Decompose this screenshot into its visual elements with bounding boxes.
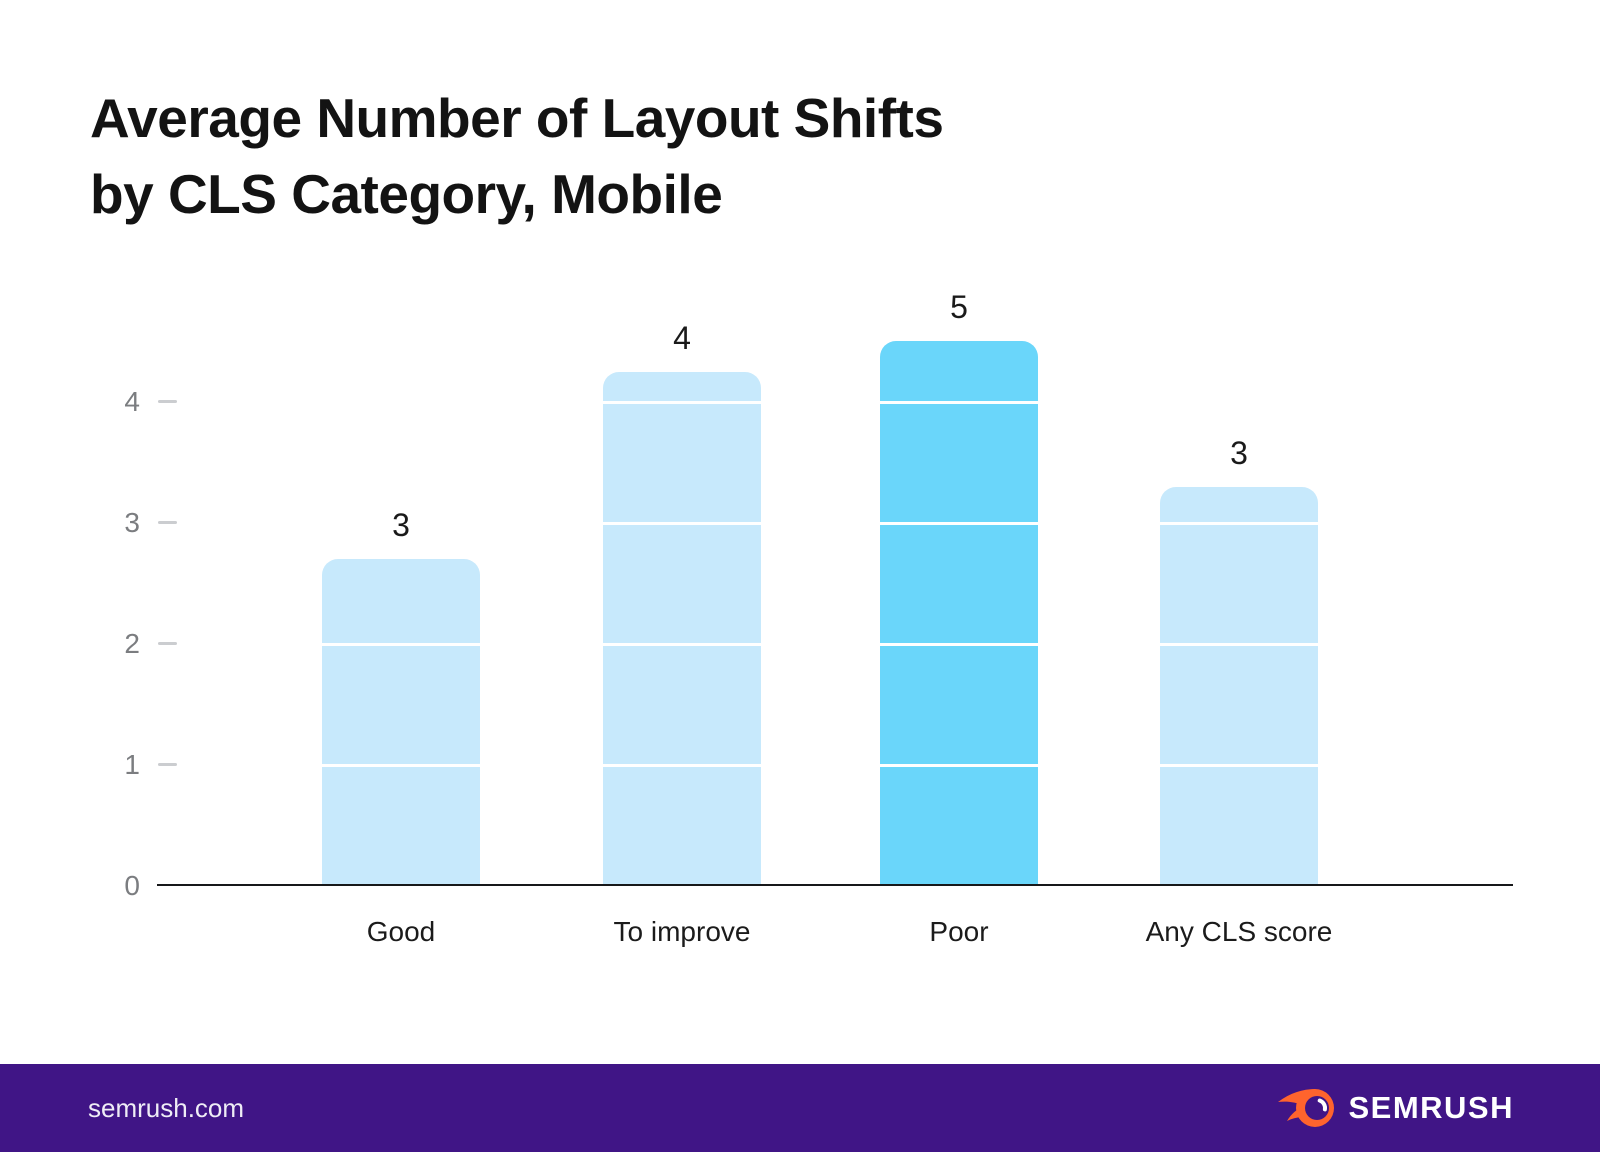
- chart-title: Average Number of Layout Shifts by CLS C…: [90, 80, 944, 232]
- bar-to-improve: [603, 372, 761, 886]
- x-axis-label: To improve: [613, 916, 751, 947]
- y-tick-dash: [158, 400, 177, 403]
- y-tick-label: 4: [124, 386, 140, 417]
- site-url: semrush.com: [88, 1092, 245, 1123]
- bar-value-label: 3: [392, 507, 410, 543]
- footer-bar: semrush.com SEMRUSH: [0, 1064, 1600, 1152]
- bar-gridline: [603, 764, 761, 767]
- bar-gridline: [1160, 643, 1318, 646]
- bar-gridline: [603, 643, 761, 646]
- y-tick-label: 3: [124, 507, 140, 538]
- semrush-logo-text: SEMRUSH: [1348, 1090, 1514, 1125]
- x-axis-label: Poor: [929, 916, 989, 947]
- chart-title-line-1: Average Number of Layout Shifts: [90, 87, 944, 149]
- semrush-flame-icon: [1278, 1089, 1335, 1127]
- bar-good: [322, 559, 480, 886]
- bar-gridline: [322, 764, 480, 767]
- flame-highlight-crescent: [1318, 1098, 1328, 1112]
- chart-title-line-2: by CLS Category, Mobile: [90, 163, 723, 225]
- bar-gridline: [603, 401, 761, 404]
- bar-gridline: [603, 522, 761, 525]
- bar-value-label: 5: [950, 289, 968, 325]
- bar-gridline: [880, 764, 1038, 767]
- semrush-logo: SEMRUSH: [1277, 1088, 1514, 1128]
- bar-gridline: [880, 401, 1038, 404]
- y-tick-dash: [158, 763, 177, 766]
- y-tick-dash: [158, 642, 177, 645]
- bar-gridline: [880, 522, 1038, 525]
- bar-gridline: [880, 643, 1038, 646]
- bar-gridline: [1160, 522, 1318, 525]
- y-tick-label: 2: [124, 628, 140, 659]
- bar-gridline: [1160, 764, 1318, 767]
- x-axis-label: Good: [366, 916, 436, 947]
- bar-value-label: 4: [673, 320, 691, 356]
- bar-any-cls-score: [1160, 487, 1318, 886]
- bar-gridline: [322, 643, 480, 646]
- bar-poor: [880, 341, 1038, 886]
- y-tick-label: 1: [124, 749, 140, 780]
- x-axis-line: [157, 884, 1513, 886]
- bar-value-label: 3: [1230, 435, 1248, 471]
- y-tick-dash: [158, 521, 177, 524]
- x-axis-label: Any CLS score: [1145, 916, 1333, 947]
- y-tick-label: 0: [124, 870, 140, 901]
